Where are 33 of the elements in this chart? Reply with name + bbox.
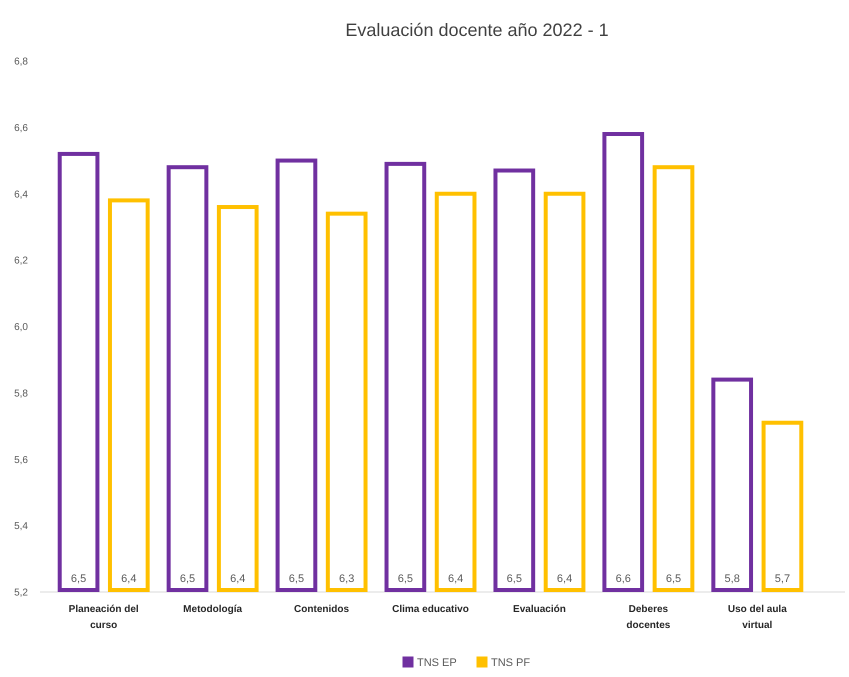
data-label: 6,5 <box>288 573 304 585</box>
x-tick-label: Evaluación <box>513 604 566 615</box>
x-tick-label: Metodología <box>183 604 242 615</box>
data-label: 6,5 <box>70 573 86 585</box>
x-tick-label: Planeación del curso <box>68 604 139 631</box>
data-label: 6,3 <box>339 573 354 585</box>
data-label: 6,5 <box>506 573 522 585</box>
data-label: 6,4 <box>230 573 246 585</box>
data-label: 5,8 <box>724 573 740 585</box>
chart-title: Evaluación docente año 2022 - 1 <box>345 20 609 40</box>
data-label: 6,4 <box>448 573 464 585</box>
y-tick-label: 6,4 <box>14 189 28 200</box>
x-tick-label: Deberes docentes <box>626 604 671 631</box>
y-tick-label: 5,4 <box>14 521 28 532</box>
data-label: 6,5 <box>666 573 682 585</box>
data-label: 6,5 <box>398 573 414 585</box>
x-tick-label: Uso del aula virtual <box>728 604 788 631</box>
y-tick-label: 6,6 <box>14 122 28 134</box>
legend-label: TNS PF <box>491 656 530 669</box>
data-label: 6,4 <box>121 573 136 585</box>
data-label: 6,5 <box>180 573 196 585</box>
x-tick-label: Contenidos <box>294 604 350 615</box>
y-tick-label: 6,0 <box>14 322 28 333</box>
y-tick-label: 6,8 <box>14 56 28 68</box>
y-tick-label: 6,2 <box>14 256 28 267</box>
legend-label: TNS EP <box>417 656 457 669</box>
y-tick-label: 5,2 <box>14 588 28 598</box>
y-tick-label: 5,8 <box>14 388 28 400</box>
data-label: 5,7 <box>774 573 790 585</box>
data-label: 6,4 <box>556 573 572 585</box>
y-tick-label: 5,6 <box>14 454 28 466</box>
x-tick-label: Clima educativo <box>392 604 469 615</box>
data-label: 6,6 <box>616 573 631 585</box>
